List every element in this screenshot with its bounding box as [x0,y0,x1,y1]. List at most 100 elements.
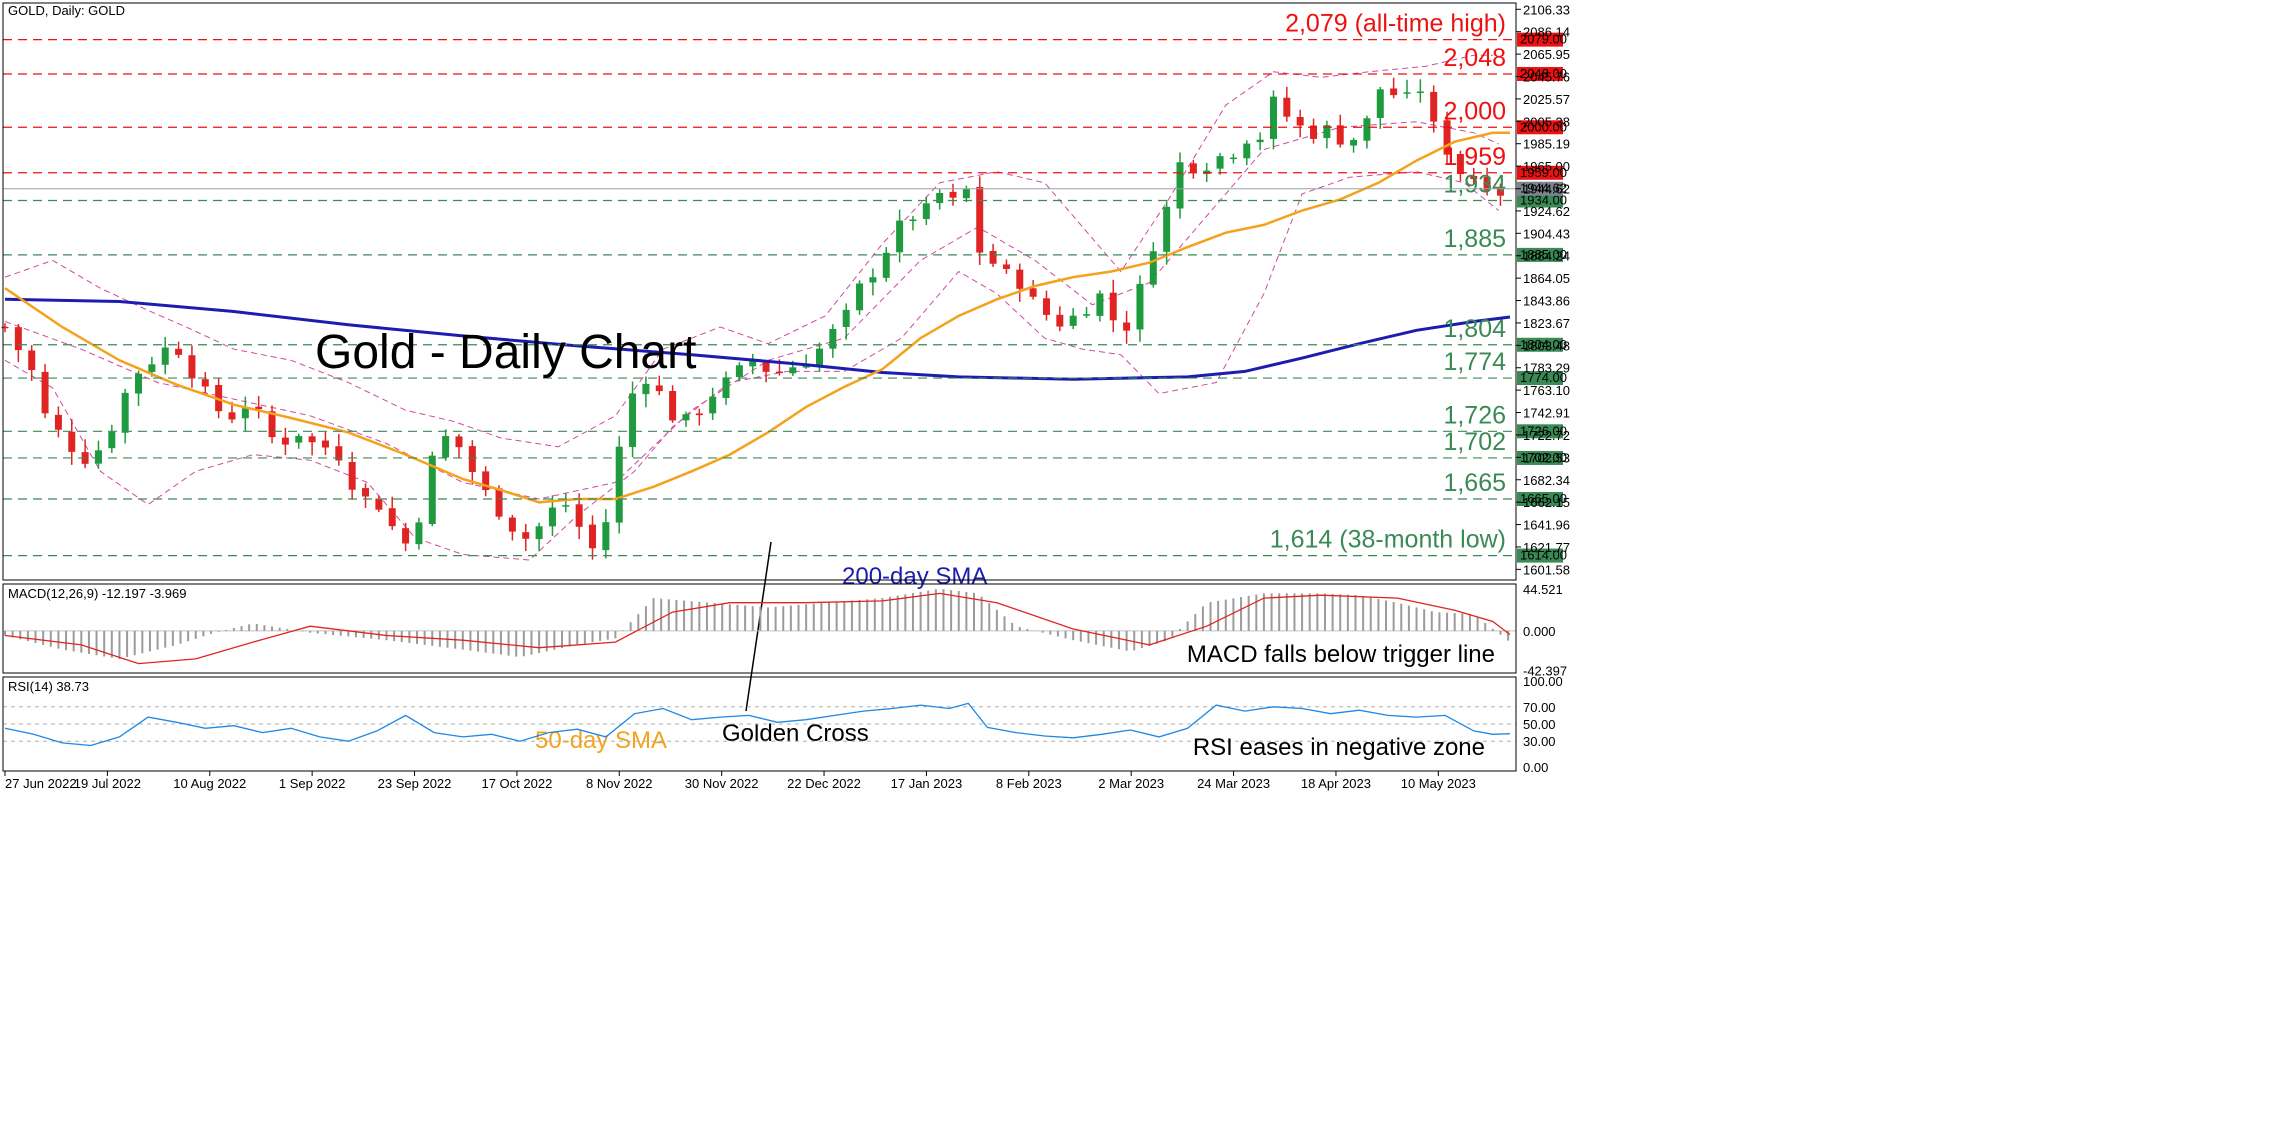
candle [1029,280,1037,300]
candle-body [428,455,436,525]
candle-body [68,431,76,452]
level-price-tag-text: 1774.00 [1520,370,1567,385]
candle [442,429,450,461]
candle [1443,111,1451,164]
candle [1042,290,1050,321]
candle [1323,120,1331,149]
candle-body [442,436,450,458]
rsi-note: RSI eases in negative zone [1193,734,1485,761]
candle-body [255,406,263,410]
candle [882,247,890,282]
candle-body [1456,154,1464,175]
time-axis-tick-label: 30 Nov 2022 [685,776,759,791]
candle [321,431,329,455]
candle-body [949,191,957,198]
sma50-label: 50-day SMA [535,727,667,754]
candle-body [1283,97,1291,117]
sma200-label: 200-day SMA [842,563,987,590]
candle-body [562,505,570,507]
candle-body [962,188,970,199]
candle-body [348,461,356,490]
level-price-tag-text: 1934.00 [1520,193,1567,208]
candle-body [1256,139,1264,143]
level-price-tag-text: 2048.00 [1520,66,1567,81]
candle-body [188,355,196,379]
candle-body [722,377,730,399]
time-axis-tick-label: 22 Dec 2022 [787,776,861,791]
candle-body [976,186,984,253]
candle-body [629,393,637,447]
candle-body [655,385,663,392]
level-price-tag-text: 1665.00 [1520,491,1567,506]
level-label: 1,702 [1443,428,1506,456]
price-axis-tick-label: 1803.48 [1523,338,1570,353]
candle-body [415,522,423,545]
candle [1002,259,1010,274]
candle [348,451,356,500]
level-price-tag [1517,337,1563,352]
candle-body [589,524,597,549]
level-price-tag [1517,371,1563,386]
candle-body [909,219,917,222]
candle [375,495,383,513]
candle-body [1136,283,1144,330]
time-axis-tick-label: 8 Nov 2022 [586,776,653,791]
level-price-tag [1517,450,1563,465]
candle-body [1123,322,1131,331]
candle [1136,275,1144,342]
level-label: 1,959 [1443,143,1506,171]
candle [1283,86,1291,122]
panel-frame [2,676,1517,772]
symbol-header: GOLD, Daily: GOLD [8,3,125,18]
candle [749,353,757,375]
candle [1269,90,1277,150]
candle [1350,137,1358,153]
rsi-label: RSI(14) 38.73 [8,679,89,694]
macd-signal-line [4,592,1511,665]
candle [642,376,650,408]
panel-frame [2,2,1517,581]
candle-body [815,348,823,368]
bollinger-lower-band [4,171,1499,561]
candle-body [1376,89,1384,119]
time-axis-tick-label: 10 May 2023 [1401,776,1476,791]
level-label: 2,079 (all-time high) [1285,10,1506,38]
price-axis-tick-label: 2025.57 [1523,92,1570,107]
price-axis-tick-label: 1823.67 [1523,316,1570,331]
candle [68,419,76,465]
candle-body [1056,314,1064,327]
candle-body [161,347,169,365]
candle [308,433,316,456]
candle [695,408,703,426]
candle-body [41,371,49,414]
candle-body [175,348,183,355]
candle-body [1096,293,1104,316]
candle [108,424,116,453]
candle [1496,183,1504,206]
level-price-tag [1517,67,1563,82]
candle-body [989,250,997,264]
candle-body [241,408,249,419]
candle-body [936,192,944,204]
candle [268,405,276,444]
candle [1470,167,1478,184]
candle-body [94,450,102,464]
candle [602,509,610,559]
candle-body [1029,288,1037,297]
candle-body [508,517,516,532]
candle [1149,242,1157,288]
candle [669,385,677,423]
candle [682,411,690,427]
candle-body [682,414,690,421]
price-axis-tick-label: 1843.86 [1523,294,1570,309]
candle-body [856,283,864,311]
candle-body [1149,251,1157,285]
candle-body [1109,292,1117,321]
candle [655,375,663,396]
candle [936,189,944,210]
candle-body [148,364,156,372]
candle [1310,118,1318,144]
level-price-tag [1517,165,1563,180]
candle-body [922,203,930,220]
candle-body [1216,156,1224,169]
